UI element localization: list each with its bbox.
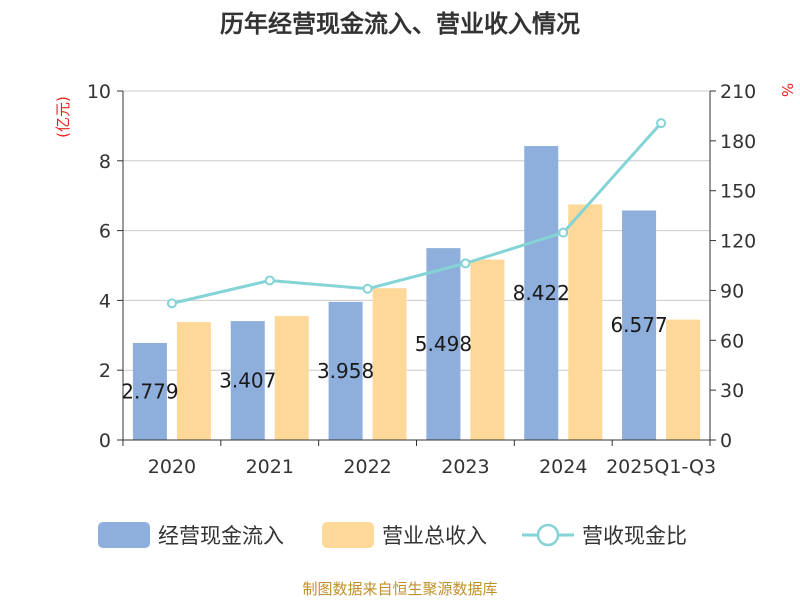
left-axis-unit: (亿元) [54, 96, 72, 138]
bar-revenue [372, 288, 407, 440]
ratio-point [460, 258, 471, 269]
left-tick-label: 2 [99, 360, 111, 382]
ratio-line [166, 118, 667, 309]
data-label: 8.422 [513, 281, 570, 305]
right-tick-label: 30 [720, 380, 744, 402]
legend: 经营现金流入 营业总收入 营收现金比 [98, 522, 687, 548]
data-labels: 2.779 3.407 3.958 5.498 8.422 6.577 [121, 281, 667, 403]
x-tick-label: 2025Q1-Q3 [606, 456, 716, 478]
left-tick-label: 4 [99, 290, 111, 312]
bar-cash-inflow [132, 343, 167, 440]
right-tick-label: 210 [720, 81, 756, 103]
ratio-point [656, 118, 667, 129]
x-tick-label: 2020 [148, 456, 196, 478]
legend-label: 营收现金比 [582, 524, 687, 548]
data-label: 3.958 [317, 359, 374, 383]
source-note: 制图数据来自恒生聚源数据库 [302, 580, 497, 598]
right-tick-label: 120 [720, 231, 756, 253]
left-tick-label: 0 [99, 430, 111, 452]
left-tick-label: 10 [87, 81, 111, 103]
x-tick-label: 2023 [441, 456, 489, 478]
x-tick-label: 2021 [246, 456, 294, 478]
bar-revenue [176, 322, 211, 440]
bar-revenue [666, 319, 701, 440]
right-tick-label: 0 [720, 430, 732, 452]
ratio-point [264, 275, 275, 286]
ratio-line-path [171, 122, 663, 305]
legend-swatch-ratio-marker [536, 523, 560, 547]
bar-revenue [470, 259, 505, 440]
legend-label: 经营现金流入 [158, 524, 284, 548]
bar-cash-inflow [622, 210, 657, 440]
data-label: 2.779 [121, 380, 178, 404]
legend-label: 营业总收入 [382, 524, 487, 548]
legend-swatch-revenue [322, 522, 374, 548]
bar-cash-inflow [328, 301, 363, 440]
right-axis-unit: % [778, 83, 796, 97]
bar-revenue [274, 316, 309, 440]
bars [132, 146, 701, 440]
data-label: 3.407 [219, 369, 276, 393]
left-tick-label: 6 [99, 221, 111, 243]
bar-cash-inflow [230, 321, 265, 440]
axes: 0 2 4 6 8 10 0 30 60 90 120 150 180 210 2020 2021 2022 20… [87, 81, 756, 478]
bar-cash-inflow [524, 146, 559, 440]
data-label: 5.498 [415, 332, 472, 356]
right-tick-label: 180 [720, 131, 756, 153]
left-tick-label: 8 [99, 151, 111, 173]
right-tick-label: 150 [720, 181, 756, 203]
right-tick-label: 60 [720, 330, 744, 352]
right-tick-label: 90 [720, 280, 744, 302]
ratio-point [166, 298, 177, 309]
x-tick-label: 2022 [343, 456, 391, 478]
grid [123, 90, 710, 371]
bar-revenue [568, 204, 603, 440]
data-label: 6.577 [610, 313, 667, 337]
chart-title: 历年经营现金流入、营业收入情况 [220, 10, 580, 38]
ratio-point [558, 227, 569, 238]
bar-cash-inflow [426, 248, 461, 440]
ratio-point [362, 283, 373, 294]
x-tick-label: 2024 [539, 456, 587, 478]
legend-swatch-cash-inflow [98, 522, 150, 548]
